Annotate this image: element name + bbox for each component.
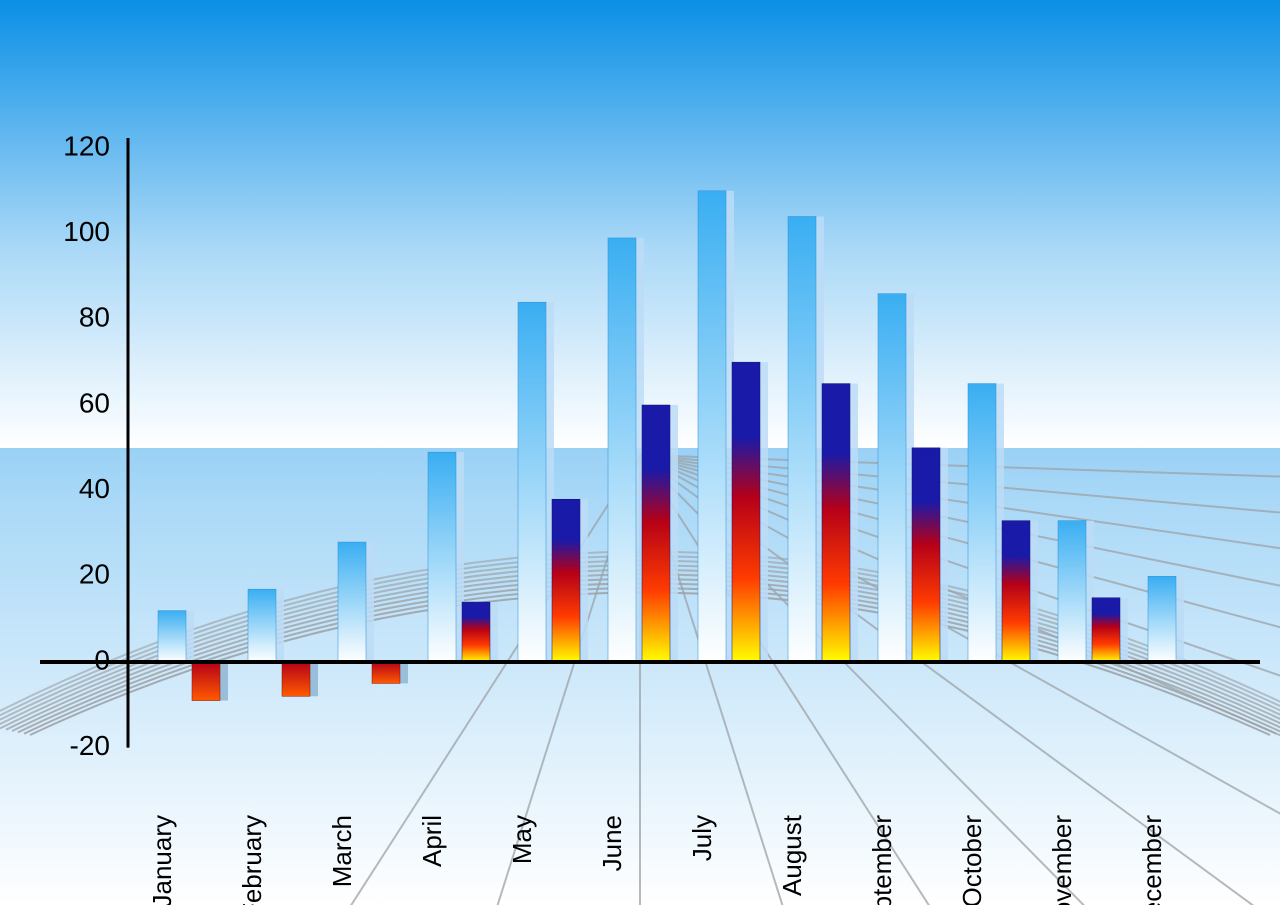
y-tick-label: 20: [79, 559, 110, 590]
x-tick-label: August: [777, 814, 807, 896]
series1-bar: [428, 452, 456, 662]
series2-bar: [552, 499, 580, 662]
series1-bar: [1148, 576, 1176, 662]
series1-bar: [608, 238, 636, 662]
x-tick-label: June: [597, 815, 627, 871]
series2-bar: [642, 405, 670, 662]
series1-bar: [788, 217, 816, 662]
x-tick-label: February: [237, 815, 267, 905]
series1-bar: [878, 294, 906, 662]
series2-bar: [732, 362, 760, 662]
series2-bar: [372, 662, 400, 683]
series2-bar: [1002, 521, 1030, 662]
series1-bar: [1058, 521, 1086, 662]
y-tick-label: 120: [63, 130, 110, 161]
y-tick-label: 60: [79, 387, 110, 418]
y-tick-label: 80: [79, 302, 110, 333]
x-tick-label: July: [687, 815, 717, 861]
series2-bar: [822, 384, 850, 662]
x-tick-label: March: [327, 815, 357, 887]
series1-bar: [248, 589, 276, 662]
x-tick-label: October: [957, 815, 987, 905]
series2-bar: [282, 662, 310, 696]
y-tick-label: 0: [94, 644, 110, 675]
series2-bar: [912, 448, 940, 662]
series1-bar: [518, 302, 546, 662]
series2-bar: [1092, 598, 1120, 662]
x-tick-label: May: [507, 815, 537, 864]
series2-bar: [192, 662, 220, 701]
x-tick-label: November: [1047, 815, 1077, 905]
series1-bar: [338, 542, 366, 662]
x-tick-label: December: [1137, 815, 1167, 905]
chart-stage: -20 0 20 40 60 80 100 120 January February March A…: [0, 0, 1280, 905]
series1-bar: [698, 191, 726, 662]
series1-bar: [158, 611, 186, 662]
x-tick-label: January: [147, 815, 177, 905]
series1-bar: [968, 384, 996, 662]
series2-bar: [462, 602, 490, 662]
y-tick-label: -20: [70, 730, 110, 761]
x-tick-label: April: [417, 815, 447, 867]
y-tick-label: 40: [79, 473, 110, 504]
chart-svg: -20 0 20 40 60 80 100 120 January February March A…: [0, 0, 1280, 905]
y-tick-label: 100: [63, 216, 110, 247]
x-tick-label: September: [867, 815, 897, 905]
